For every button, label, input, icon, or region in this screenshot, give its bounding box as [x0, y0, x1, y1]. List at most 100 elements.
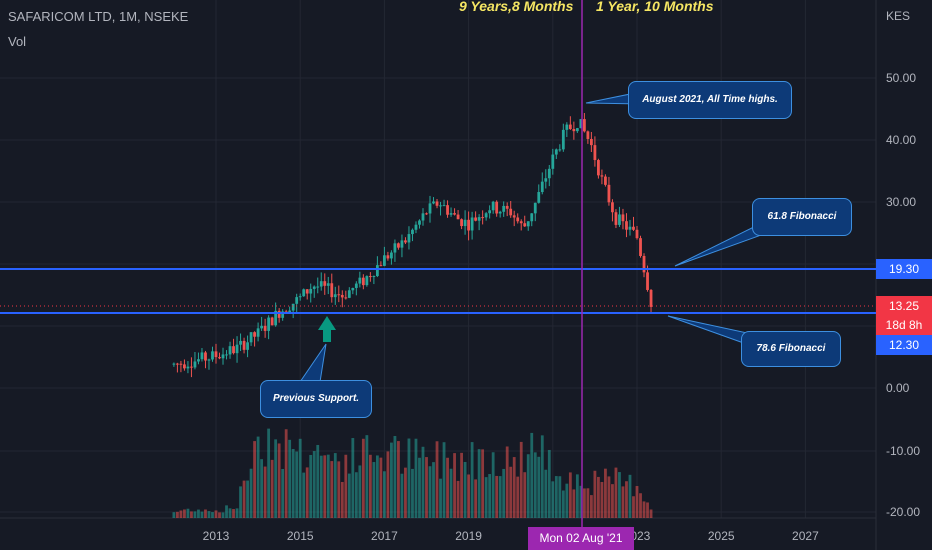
candle-body: [547, 168, 551, 179]
candle-body: [642, 255, 646, 273]
candle-body: [425, 213, 428, 215]
volume-bar: [232, 509, 235, 518]
candle-body: [400, 240, 404, 248]
volume-bar: [225, 505, 228, 518]
candle-body: [281, 311, 285, 318]
volume-bar: [611, 484, 614, 518]
candle-body: [519, 221, 523, 224]
candle-body: [375, 265, 379, 277]
current-price-label: 13.25: [876, 296, 932, 316]
volume-bar: [453, 453, 456, 518]
candle-body: [421, 213, 425, 221]
candle-body: [333, 294, 337, 298]
span-left-annotation[interactable]: 9 Years,8 Months: [459, 0, 574, 14]
volume-bar: [172, 512, 176, 518]
candle-body: [463, 219, 467, 227]
volume-bar: [572, 489, 576, 518]
span-right-annotation[interactable]: 1 Year, 10 Months: [596, 0, 714, 14]
candle-body: [228, 346, 232, 355]
volume-bar: [628, 474, 632, 518]
y-tick-label: 0.00: [886, 381, 910, 395]
candle-body: [291, 303, 295, 311]
volume-bar: [326, 454, 330, 518]
ath-callout[interactable]: August 2021, All Time highs.: [628, 81, 792, 119]
support-callout[interactable]: Previous Support.: [260, 380, 372, 418]
volume-bar: [488, 474, 492, 518]
candle-body: [368, 276, 372, 278]
candle-body: [326, 283, 330, 286]
candle-body: [632, 226, 635, 230]
volume-indicator-label[interactable]: Vol: [8, 34, 27, 49]
candle-body: [319, 281, 323, 287]
candle-body: [502, 205, 506, 212]
volume-bar: [193, 511, 197, 518]
volume-bar: [288, 439, 292, 518]
volume-bar: [547, 449, 551, 518]
volume-bar: [516, 476, 520, 518]
volume-bar: [361, 438, 365, 518]
candle-body: [509, 208, 513, 216]
candle-body: [628, 226, 632, 230]
candle-body: [337, 294, 341, 296]
support-arrow-up-icon: [318, 316, 336, 342]
candle-body: [491, 201, 495, 211]
candle-body: [635, 229, 639, 239]
volume-bar: [625, 481, 628, 518]
volume-bar: [498, 476, 502, 518]
fib618-callout[interactable]: 61.8 Fibonacci: [752, 198, 852, 236]
candle-body: [582, 119, 586, 132]
candle-body: [418, 220, 421, 225]
volume-bar: [554, 476, 558, 518]
volume-bar: [470, 442, 474, 518]
fib618-price-label: 19.30: [876, 259, 932, 279]
candle-body: [179, 363, 183, 365]
volume-bar: [523, 472, 527, 518]
volume-bar: [442, 442, 446, 518]
symbol-title[interactable]: SAFARICOM LTD, 1M, NSEKE: [8, 9, 189, 24]
candle-body: [561, 129, 565, 150]
volume-bar: [305, 467, 309, 518]
candle-body: [530, 213, 534, 222]
fib786-callout[interactable]: 78.6 Fibonacci: [741, 331, 841, 367]
candle-body: [316, 286, 320, 288]
volume-bar: [274, 439, 278, 518]
fib618-callout-pointer: [674, 221, 765, 267]
volume-bar: [256, 436, 260, 518]
volume-bar: [207, 511, 211, 518]
candle-body: [407, 234, 411, 243]
volume-bar: [460, 452, 463, 518]
volume-bar: [358, 465, 362, 518]
candle-body: [533, 202, 537, 214]
candle-body: [467, 219, 470, 231]
candle-body: [232, 346, 235, 354]
candle-body: [558, 149, 562, 151]
candle-body: [305, 289, 309, 294]
volume-bar: [319, 455, 323, 518]
volume-bar: [211, 512, 214, 518]
candle-body: [453, 213, 456, 215]
volume-bar: [333, 453, 337, 518]
volume-bar: [218, 512, 221, 518]
candle-body: [225, 354, 228, 356]
candle-body: [516, 217, 520, 222]
volume-bar: [295, 451, 299, 518]
candle-body: [495, 201, 499, 214]
volume-bar: [372, 462, 376, 518]
volume-bar: [568, 472, 572, 518]
candle-body: [586, 131, 590, 139]
volume-bar: [597, 476, 600, 518]
volume-bar: [593, 470, 597, 518]
candle-body: [621, 214, 625, 222]
candle-body: [351, 287, 355, 291]
volume-bar: [484, 477, 488, 518]
candle-body: [204, 352, 207, 361]
candle-body: [288, 310, 292, 313]
volume-bar: [312, 451, 316, 518]
volume-bar: [639, 493, 642, 518]
volume-bar: [404, 467, 407, 518]
candle-body: [253, 332, 256, 337]
candle-body: [607, 184, 611, 203]
candle-body: [340, 294, 344, 298]
